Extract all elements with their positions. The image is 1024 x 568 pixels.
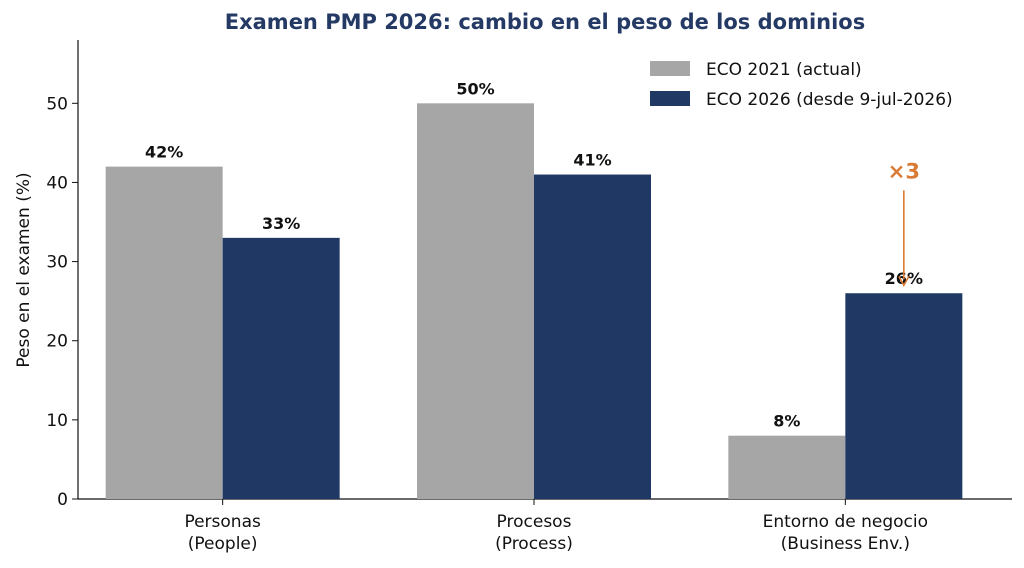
data-label: 8% <box>773 412 800 431</box>
bar-0-2 <box>728 435 846 499</box>
x-tick-label: (Business Env.) <box>781 534 910 554</box>
data-label: 42% <box>145 143 183 162</box>
annotation-label: ×3 <box>888 159 920 183</box>
x-tick-label: Entorno de negocio <box>763 512 928 532</box>
y-tick-label: 40 <box>46 173 68 193</box>
bar-1-1 <box>534 174 651 499</box>
legend-label: ECO 2021 (actual) <box>706 60 862 80</box>
y-tick-label: 30 <box>46 253 68 273</box>
y-tick-label: 20 <box>46 332 68 352</box>
legend: ECO 2021 (actual) ECO 2026 (desde 9-jul-2… <box>650 60 953 110</box>
y-axis-label: Peso en el examen (%) <box>14 172 34 367</box>
x-tick-label: Procesos <box>497 512 572 532</box>
data-label: 33% <box>262 214 300 233</box>
legend-swatch <box>650 61 690 76</box>
bars <box>105 103 963 499</box>
bar-1-2 <box>845 293 963 499</box>
data-labels: 42%33%50%41%8%26% <box>145 79 923 430</box>
bar-1-0 <box>222 237 340 499</box>
annotation: ×3 <box>888 159 920 287</box>
annotation-arrow-head <box>898 275 910 287</box>
chart-title: Examen PMP 2026: cambio en el peso de lo… <box>225 10 865 34</box>
axes: 0 10 20 30 40 50 Personas(People) Procesos(Proc… <box>46 40 1012 554</box>
bar-0-1 <box>417 103 534 499</box>
x-tick-label: (Process) <box>495 534 573 554</box>
y-tick-label: 0 <box>57 490 68 510</box>
legend-label: ECO 2026 (desde 9-jul-2026) <box>706 90 953 110</box>
y-tick-label: 50 <box>46 94 68 114</box>
x-tick-label: (People) <box>188 534 258 554</box>
data-label: 41% <box>573 151 611 170</box>
x-tick-label: Personas <box>184 512 261 532</box>
data-label: 50% <box>456 79 494 98</box>
legend-swatch <box>650 91 690 106</box>
y-tick-label: 10 <box>46 411 68 431</box>
bar-0-0 <box>105 166 223 499</box>
